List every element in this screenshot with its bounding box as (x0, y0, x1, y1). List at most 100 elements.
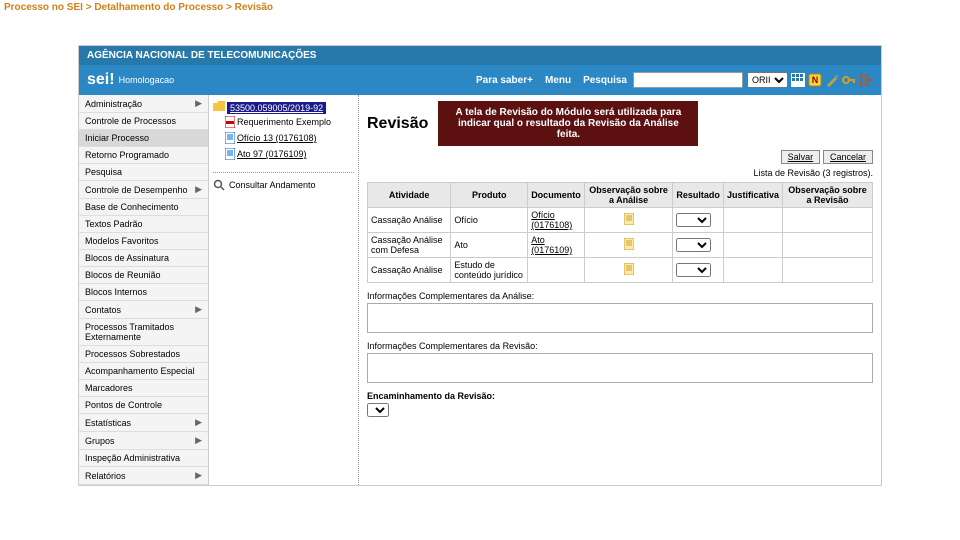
table-row: Cassação AnáliseOfícioOfício(0176108) (368, 208, 873, 233)
textarea-comp-revisao[interactable] (367, 353, 873, 383)
sidebar-item[interactable]: Retorno Programado (79, 147, 208, 164)
doc-link[interactable]: (0176109) (531, 245, 572, 255)
cell-obs-revisao (782, 233, 872, 258)
sidebar: Administração▶Controle de ProcessosInici… (79, 95, 209, 485)
cell-resultado (673, 208, 724, 233)
page-title: Revisão (367, 115, 428, 133)
sidebar-item[interactable]: Blocos Internos (79, 284, 208, 301)
note-icon[interactable] (624, 213, 634, 225)
cell-justificativa (723, 208, 782, 233)
label-encaminhamento: Encaminhamento da Revisão: (367, 391, 873, 401)
sidebar-item[interactable]: Controle de Processos (79, 113, 208, 130)
cell-produto: Estudo de conteúdo jurídico (451, 258, 528, 283)
tree-item[interactable]: Ofício 13 (0176108) (213, 130, 354, 146)
exit-icon[interactable] (859, 73, 873, 87)
cancel-button[interactable]: Cancelar (823, 150, 873, 164)
doc-link[interactable]: Ofício (531, 210, 555, 220)
consult-link[interactable]: Consultar Andamento (213, 172, 354, 191)
resultado-select[interactable] (676, 238, 711, 252)
cell-obs-analise[interactable] (584, 258, 673, 283)
doc-icon (225, 116, 235, 128)
sidebar-item[interactable]: Base de Conhecimento (79, 199, 208, 216)
textarea-comp-analise[interactable] (367, 303, 873, 333)
sidebar-item[interactable]: Acompanhamento Especial (79, 363, 208, 380)
folder-icon (213, 101, 225, 114)
cell-atividade: Cassação Análise (368, 208, 451, 233)
breadcrumb: Processo no SEI > Detalhamento do Proces… (0, 0, 960, 15)
sidebar-item[interactable]: Administração▶ (79, 95, 208, 113)
menu-link[interactable]: Menu (545, 75, 571, 86)
doc-link[interactable]: (0176108) (531, 220, 572, 230)
doc-icon (225, 132, 235, 144)
cell-produto: Ato (451, 233, 528, 258)
app-frame: AGÊNCIA NACIONAL DE TELECOMUNICAÇÕES sei… (78, 45, 882, 486)
cell-documento (528, 258, 585, 283)
note-icon[interactable] (624, 238, 634, 250)
sidebar-item[interactable]: Estatísticas▶ (79, 414, 208, 432)
sidebar-item[interactable]: Contatos▶ (79, 301, 208, 319)
table-row: Cassação Análise com DefesaAtoAto(017610… (368, 233, 873, 258)
env-label: Homologacao (119, 75, 175, 85)
cell-resultado (673, 258, 724, 283)
config-icon[interactable] (825, 73, 839, 87)
table-row: Cassação AnáliseEstudo de conteúdo juríd… (368, 258, 873, 283)
th-resultado: Resultado (673, 183, 724, 208)
pesquisa-label: Pesquisa (583, 75, 627, 86)
sidebar-item[interactable]: Blocos de Reunião (79, 267, 208, 284)
tree-item[interactable]: Requerimento Exemplo (213, 114, 354, 130)
label-comp-revisao: Informações Complementares da Revisão: (367, 341, 873, 351)
doc-link[interactable]: Ato (531, 235, 545, 245)
revision-table: Atividade Produto Documento Observação s… (367, 182, 873, 283)
cell-obs-revisao (782, 258, 872, 283)
agency-bar: AGÊNCIA NACIONAL DE TELECOMUNICAÇÕES (79, 46, 881, 65)
cell-justificativa (723, 233, 782, 258)
th-obs-revisao: Observação sobre a Revisão (782, 183, 872, 208)
cell-resultado (673, 233, 724, 258)
main-layout: Administração▶Controle de ProcessosInici… (79, 95, 881, 485)
process-number[interactable]: 53500.059005/2019-92 (227, 102, 326, 114)
sidebar-item[interactable]: Iniciar Processo (79, 130, 208, 147)
cell-atividade: Cassação Análise com Defesa (368, 233, 451, 258)
sidebar-item[interactable]: Marcadores (79, 380, 208, 397)
para-saber-link[interactable]: Para saber+ (476, 75, 533, 86)
save-button[interactable]: Salvar (781, 150, 821, 164)
cell-obs-analise[interactable] (584, 208, 673, 233)
callout-box: A tela de Revisão do Módulo será utiliza… (438, 101, 698, 146)
label-comp-analise: Informações Complementares da Análise: (367, 291, 873, 301)
cell-documento: Ato(0176109) (528, 233, 585, 258)
sidebar-item[interactable]: Processos Tramitados Externamente (79, 319, 208, 346)
cell-justificativa (723, 258, 782, 283)
resultado-select[interactable] (676, 263, 711, 277)
key-icon[interactable] (842, 73, 856, 87)
sidebar-item[interactable]: Pesquisa (79, 164, 208, 181)
cell-produto: Ofício (451, 208, 528, 233)
encaminhamento-select[interactable] (367, 403, 389, 417)
cell-obs-revisao (782, 208, 872, 233)
sidebar-item[interactable]: Blocos de Assinatura (79, 250, 208, 267)
sidebar-item[interactable]: Textos Padrão (79, 216, 208, 233)
doc-icon (225, 148, 235, 160)
content-panel: Revisão A tela de Revisão do Módulo será… (359, 95, 881, 485)
sidebar-item[interactable]: Inspeção Administrativa (79, 450, 208, 467)
th-atividade: Atividade (368, 183, 451, 208)
cell-obs-analise[interactable] (584, 233, 673, 258)
sidebar-item[interactable]: Modelos Favoritos (79, 233, 208, 250)
notification-icon[interactable]: N (808, 73, 822, 87)
note-icon[interactable] (624, 263, 634, 275)
sidebar-item[interactable]: Grupos▶ (79, 432, 208, 450)
unit-select[interactable]: ORII (747, 72, 788, 88)
tree-panel: 53500.059005/2019-92 Requerimento Exempl… (209, 95, 359, 485)
cell-documento: Ofício(0176108) (528, 208, 585, 233)
sidebar-item[interactable]: Controle de Desempenho▶ (79, 181, 208, 199)
search-input[interactable] (633, 72, 743, 88)
resultado-select[interactable] (676, 213, 711, 227)
sidebar-item[interactable]: Pontos de Controle (79, 397, 208, 414)
sidebar-item[interactable]: Relatórios▶ (79, 467, 208, 485)
th-justificativa: Justificativa (723, 183, 782, 208)
top-bar: sei! Homologacao Para saber+ Menu Pesqui… (79, 65, 881, 95)
grid-icon[interactable] (791, 73, 805, 87)
th-documento: Documento (528, 183, 585, 208)
logo: sei! (87, 71, 115, 89)
tree-item[interactable]: Ato 97 (0176109) (213, 146, 354, 162)
sidebar-item[interactable]: Processos Sobrestados (79, 346, 208, 363)
